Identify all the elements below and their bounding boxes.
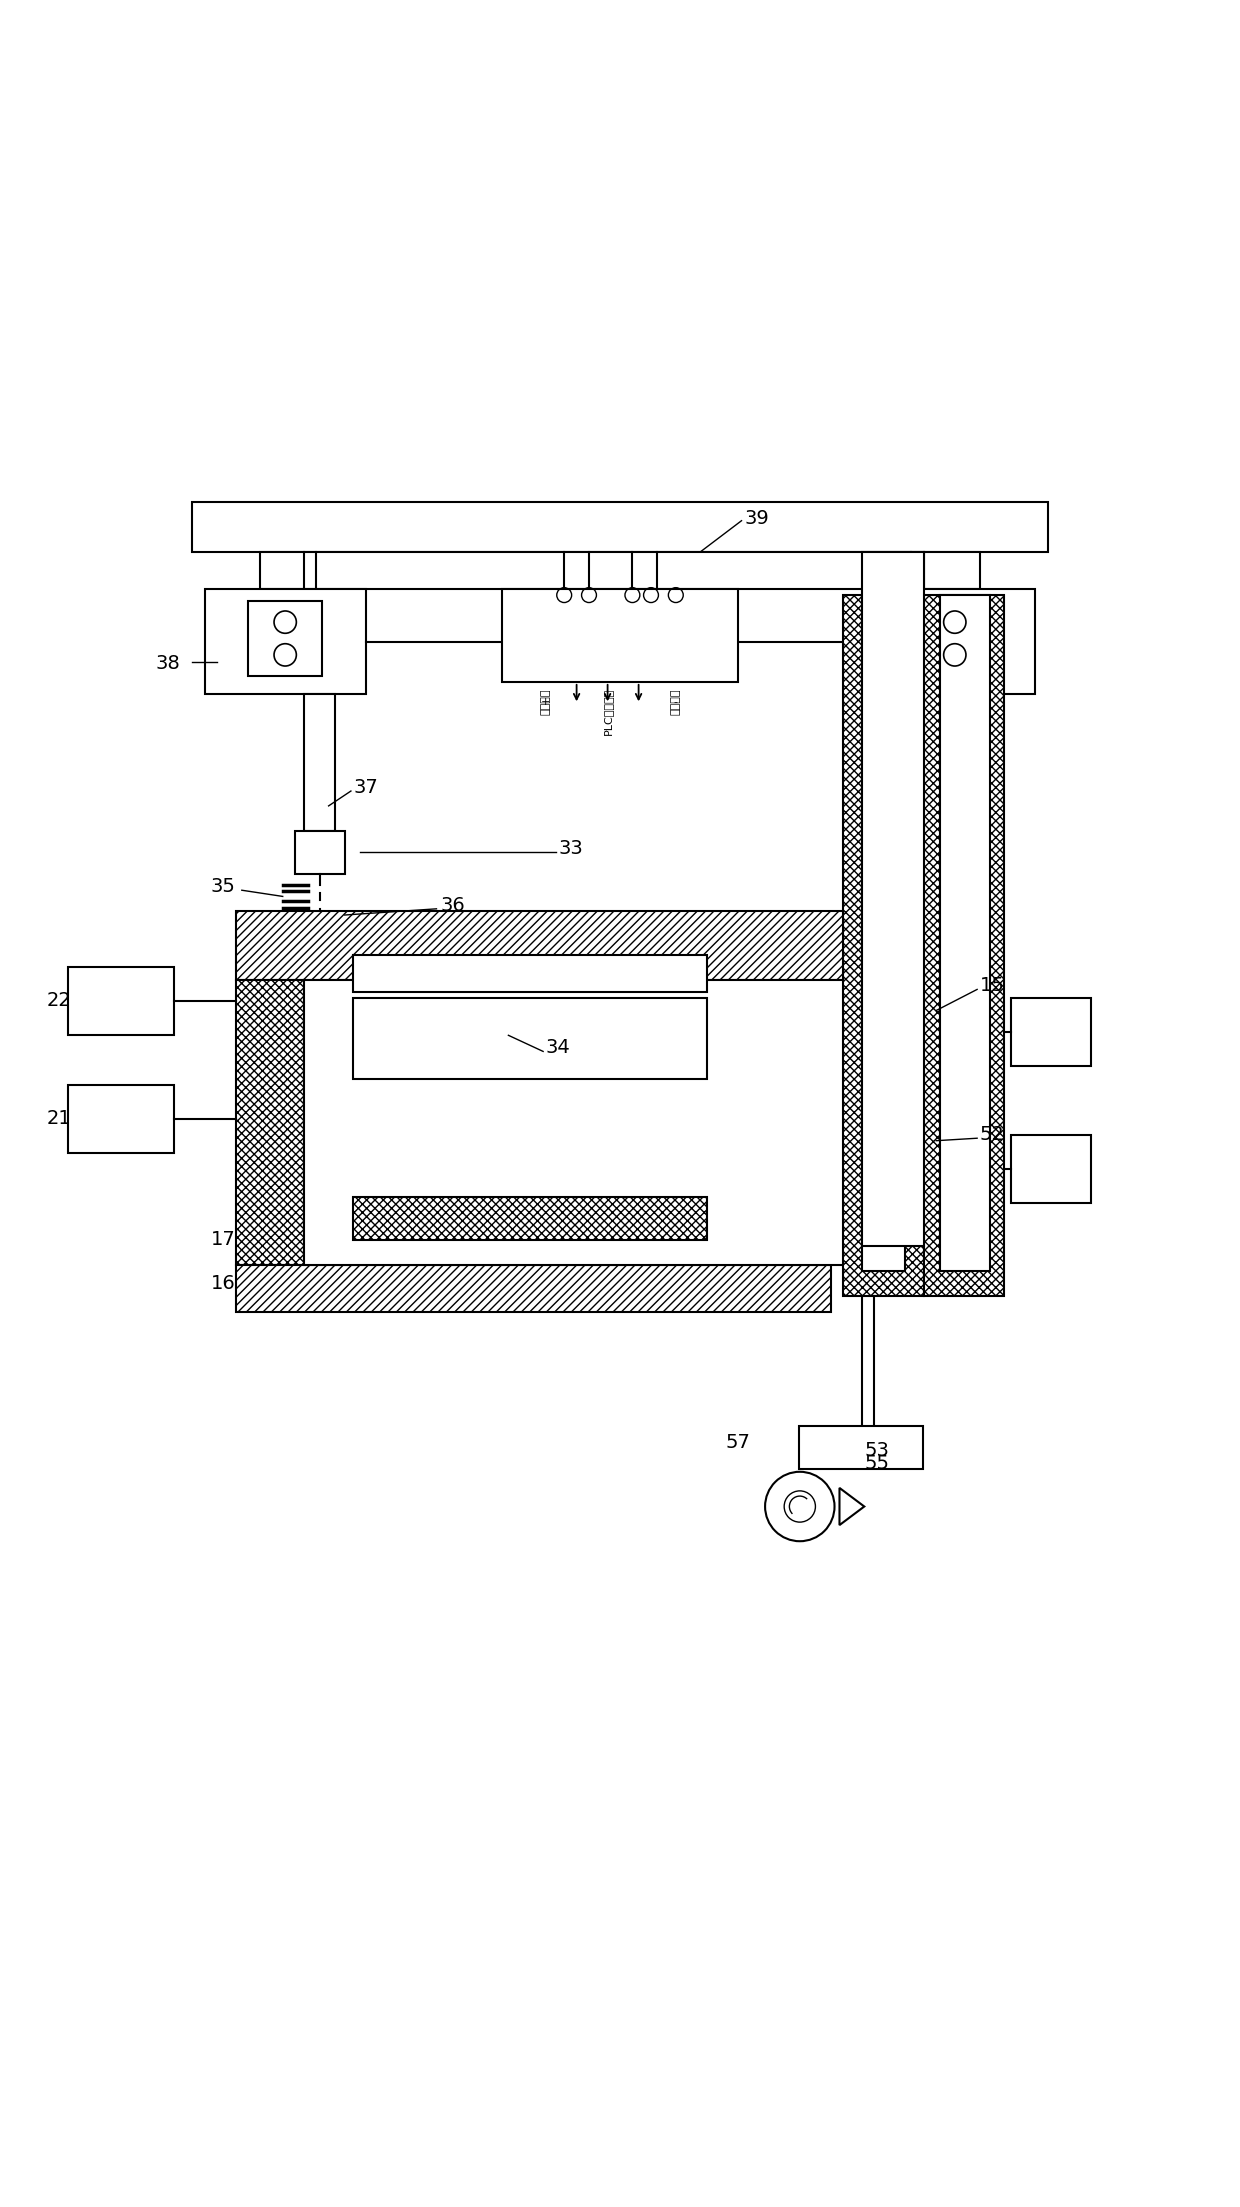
Bar bbox=[68, 1086, 174, 1152]
Bar bbox=[236, 911, 936, 980]
Bar bbox=[192, 503, 1048, 552]
Bar bbox=[295, 830, 345, 874]
Text: 36: 36 bbox=[440, 896, 465, 914]
Text: 直流电源: 直流电源 bbox=[541, 689, 551, 715]
Bar bbox=[353, 956, 707, 991]
Bar bbox=[205, 589, 366, 695]
Bar bbox=[862, 596, 905, 1271]
Text: 38: 38 bbox=[155, 653, 180, 673]
Bar bbox=[940, 596, 990, 1271]
Text: 直流电源: 直流电源 bbox=[671, 689, 681, 715]
Bar bbox=[304, 980, 895, 1265]
Bar bbox=[236, 980, 304, 1265]
Text: 52: 52 bbox=[980, 1126, 1004, 1143]
Bar bbox=[353, 1196, 707, 1240]
Bar bbox=[862, 552, 924, 1247]
Text: 33: 33 bbox=[558, 839, 583, 859]
Bar bbox=[236, 1265, 831, 1313]
Text: 57: 57 bbox=[725, 1432, 750, 1452]
Text: +: + bbox=[541, 697, 551, 706]
Bar bbox=[905, 695, 936, 830]
Text: 39: 39 bbox=[744, 510, 769, 527]
Text: 21: 21 bbox=[47, 1108, 72, 1128]
Text: PLC控制信号: PLC控制信号 bbox=[603, 689, 613, 735]
Bar bbox=[304, 695, 335, 830]
Text: -: - bbox=[673, 697, 678, 706]
Bar bbox=[502, 589, 738, 682]
Bar bbox=[353, 998, 707, 1079]
Bar bbox=[799, 1426, 923, 1470]
Bar bbox=[1011, 1134, 1091, 1203]
Bar bbox=[868, 898, 918, 929]
Bar bbox=[248, 600, 322, 675]
Text: 15: 15 bbox=[980, 975, 1004, 995]
Text: 16: 16 bbox=[211, 1273, 236, 1293]
Text: 35: 35 bbox=[211, 876, 236, 896]
Text: 17: 17 bbox=[211, 1229, 236, 1249]
Text: 53: 53 bbox=[864, 1441, 889, 1461]
Bar bbox=[874, 589, 1035, 695]
Bar bbox=[883, 885, 903, 898]
Bar bbox=[260, 552, 980, 589]
Bar bbox=[895, 830, 945, 874]
Text: 55: 55 bbox=[864, 1454, 889, 1472]
Bar bbox=[1011, 998, 1091, 1066]
Bar bbox=[924, 596, 1004, 1296]
Text: 34: 34 bbox=[546, 1037, 570, 1057]
Bar bbox=[68, 967, 174, 1035]
Bar bbox=[843, 596, 924, 1296]
Bar bbox=[868, 980, 909, 1265]
Bar bbox=[918, 600, 992, 675]
Text: 22: 22 bbox=[47, 991, 72, 1011]
Text: 37: 37 bbox=[353, 777, 378, 797]
